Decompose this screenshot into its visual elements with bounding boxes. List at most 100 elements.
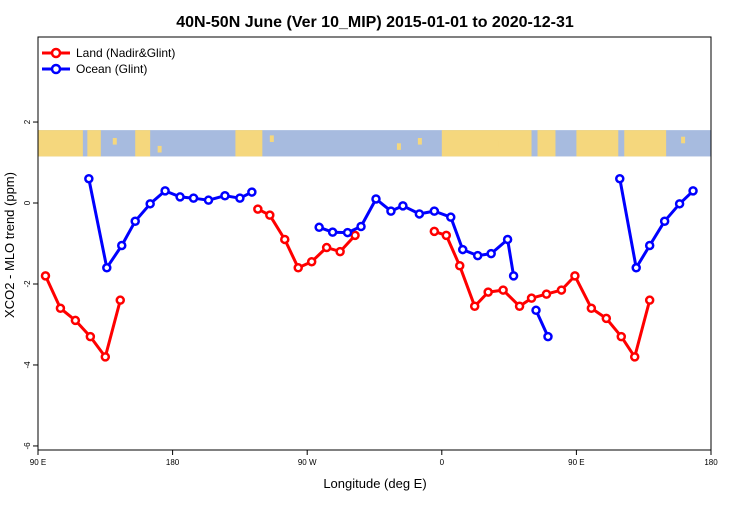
data-point <box>100 352 111 362</box>
data-point <box>483 287 493 297</box>
data-point <box>472 250 483 261</box>
data-point <box>306 256 317 267</box>
data-point <box>498 285 508 295</box>
data-point <box>253 204 263 214</box>
data-point <box>293 263 303 273</box>
map-land <box>269 135 274 142</box>
map-land <box>494 140 499 148</box>
y-tick-label: 0 <box>23 200 32 205</box>
data-point <box>117 240 127 251</box>
data-point <box>446 212 456 222</box>
data-point <box>145 199 155 209</box>
x-axis: 90 E 180 90 W 0 90 E 180 <box>30 450 718 467</box>
data-point <box>644 240 655 251</box>
y-tick-label: -2 <box>23 280 32 288</box>
chart-title: 40N-50N June (Ver 10_MIP) 2015-01-01 to … <box>176 14 574 31</box>
data-point <box>615 173 625 184</box>
data-point <box>314 222 324 233</box>
data-point <box>514 301 525 312</box>
map-land <box>112 138 117 145</box>
y-axis-label: XCO2 - MLO trend (ppm) <box>2 172 17 318</box>
world-map-strip <box>38 130 711 157</box>
data-point <box>102 263 112 273</box>
series-line <box>433 229 652 359</box>
data-point <box>541 289 552 299</box>
data-point <box>629 352 640 362</box>
data-point <box>457 244 468 255</box>
data-point <box>235 193 245 203</box>
y-tick-label: -6 <box>23 442 32 450</box>
data-point <box>70 315 81 326</box>
data-point <box>55 303 66 314</box>
data-point <box>688 186 698 196</box>
data-point <box>508 271 519 281</box>
series-line <box>618 178 695 270</box>
map-land <box>441 130 532 157</box>
data-point <box>84 173 94 184</box>
data-point <box>469 301 480 312</box>
map-land <box>235 130 263 157</box>
map-land <box>537 130 556 157</box>
data-point <box>543 331 553 342</box>
data-point <box>115 295 126 305</box>
map-land <box>135 130 151 157</box>
legend-label: Ocean (Glint) <box>76 62 147 76</box>
data-point <box>40 271 51 281</box>
data-point <box>327 227 338 237</box>
x-tick-label: 180 <box>704 458 718 467</box>
legend-marker <box>50 63 62 75</box>
map-land <box>624 130 667 157</box>
series-0 <box>40 204 655 362</box>
x-tick-label: 90 W <box>298 458 317 467</box>
data-point <box>659 216 670 226</box>
data-point <box>371 194 381 204</box>
data-point <box>586 303 597 314</box>
data-point <box>220 190 230 201</box>
data-point <box>335 246 345 257</box>
series-1 <box>84 173 698 342</box>
data-point <box>160 186 170 196</box>
map-land <box>576 130 619 157</box>
data-point <box>486 248 496 259</box>
data-point <box>454 261 465 271</box>
legend: Land (Nadir&Glint) Ocean (Glint) <box>42 46 175 76</box>
y-axis: -6 -4 -2 0 2 <box>23 119 38 450</box>
data-point <box>356 221 366 232</box>
series-line <box>44 275 122 359</box>
x-tick-label: 90 E <box>568 458 584 467</box>
series-layer <box>40 173 698 362</box>
data-point <box>350 230 360 241</box>
x-tick-label: 90 E <box>30 458 46 467</box>
y-tick-label: 2 <box>23 119 32 124</box>
x-tick-label: 180 <box>166 458 180 467</box>
data-point <box>247 187 257 197</box>
data-point <box>601 313 612 324</box>
data-point <box>265 210 275 220</box>
data-point <box>631 263 641 273</box>
data-point <box>203 195 214 205</box>
x-axis-label: Longitude (deg E) <box>323 476 426 491</box>
data-point <box>414 209 425 219</box>
plot-frame <box>37 36 712 451</box>
data-point <box>398 201 408 211</box>
data-point <box>321 242 332 253</box>
data-point <box>674 199 685 209</box>
data-point <box>616 331 627 342</box>
map-land <box>681 136 686 144</box>
data-point <box>429 206 440 216</box>
map-land <box>38 130 83 157</box>
data-point <box>429 226 440 237</box>
data-point <box>570 271 580 281</box>
y-tick-label: -4 <box>23 361 32 369</box>
legend-marker <box>50 47 62 59</box>
map-land <box>606 148 611 156</box>
data-point <box>556 285 567 295</box>
data-point <box>280 234 290 245</box>
data-point <box>188 193 199 203</box>
series-line <box>534 309 550 338</box>
legend-label: Land (Nadir&Glint) <box>76 46 175 60</box>
x-tick-label: 0 <box>440 458 445 467</box>
data-point <box>342 227 353 238</box>
